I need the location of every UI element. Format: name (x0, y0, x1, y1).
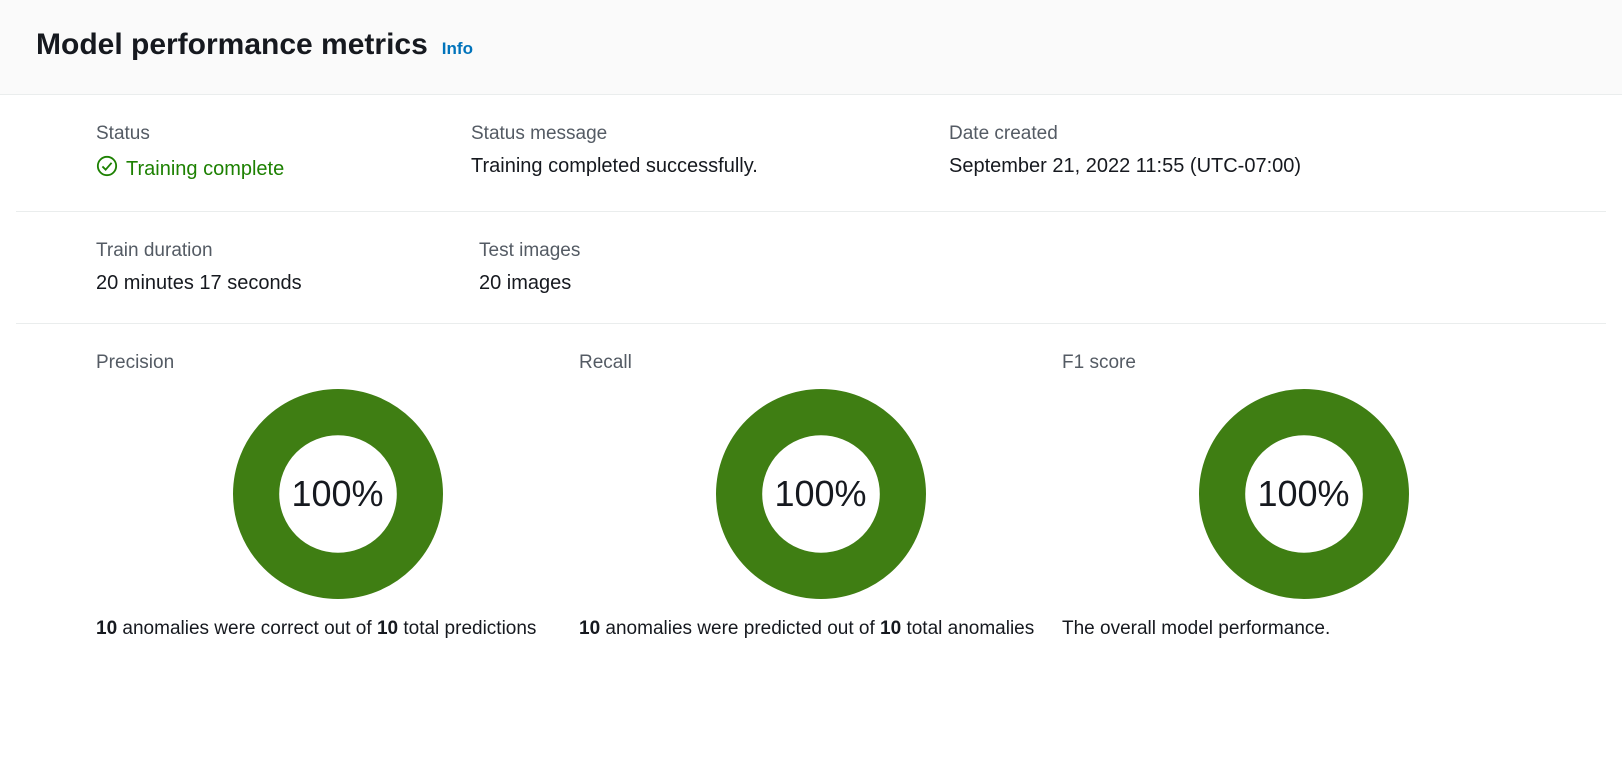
recall-desc-tail: total anomalies (901, 618, 1034, 639)
precision-correct-count: 10 (96, 618, 117, 639)
recall-percent: 100% (774, 473, 866, 515)
test-images-cell: Test images 20 images (479, 240, 580, 295)
metric-f1: F1 score 100% The overall model performa… (1062, 352, 1545, 643)
page-header: Model performance metrics Info (0, 0, 1622, 95)
status-message-label: Status message (471, 123, 949, 145)
recall-description: 10 anomalies were predicted out of 10 to… (579, 614, 1062, 643)
train-duration-cell: Train duration 20 minutes 17 seconds (96, 240, 479, 295)
date-created-cell: Date created September 21, 2022 11:55 (U… (949, 123, 1301, 183)
precision-percent: 100% (291, 473, 383, 515)
precision-description: 10 anomalies were correct out of 10 tota… (96, 614, 579, 643)
recall-donut: 100% (579, 374, 1062, 614)
page-title: Model performance metrics (36, 28, 428, 62)
train-duration-label: Train duration (96, 240, 479, 262)
status-value-line: Training complete (96, 155, 471, 183)
metric-recall: Recall 100% 10 anomalies were predicted … (579, 352, 1062, 643)
recall-label: Recall (579, 352, 1062, 374)
precision-label: Precision (96, 352, 579, 374)
date-created-value: September 21, 2022 11:55 (UTC-07:00) (949, 155, 1301, 178)
status-value: Training complete (126, 158, 284, 181)
recall-correct-count: 10 (579, 618, 600, 639)
info-link[interactable]: Info (442, 39, 473, 59)
train-duration-value: 20 minutes 17 seconds (96, 272, 479, 295)
test-images-label: Test images (479, 240, 580, 262)
overview-row-2: Train duration 20 minutes 17 seconds Tes… (16, 212, 1606, 324)
f1-label: F1 score (1062, 352, 1545, 374)
content: Status Training complete Status message … (0, 95, 1622, 643)
precision-desc-tail: total predictions (398, 618, 536, 639)
precision-donut: 100% (96, 374, 579, 614)
precision-desc-mid: anomalies were correct out of (117, 618, 377, 639)
metrics-row: Precision 100% 10 anomalies were correct… (16, 324, 1606, 643)
precision-total-count: 10 (377, 618, 398, 639)
f1-description: The overall model performance. (1062, 614, 1545, 643)
check-circle-icon (96, 155, 118, 183)
status-label: Status (96, 123, 471, 145)
overview-row-1: Status Training complete Status message … (16, 95, 1606, 212)
status-cell: Status Training complete (96, 123, 471, 183)
date-created-label: Date created (949, 123, 1301, 145)
status-message-cell: Status message Training completed succes… (471, 123, 949, 183)
f1-percent: 100% (1257, 473, 1349, 515)
recall-total-count: 10 (880, 618, 901, 639)
metric-precision: Precision 100% 10 anomalies were correct… (96, 352, 579, 643)
f1-donut: 100% (1062, 374, 1545, 614)
recall-desc-mid: anomalies were predicted out of (600, 618, 880, 639)
test-images-value: 20 images (479, 272, 580, 295)
status-message-value: Training completed successfully. (471, 155, 949, 178)
